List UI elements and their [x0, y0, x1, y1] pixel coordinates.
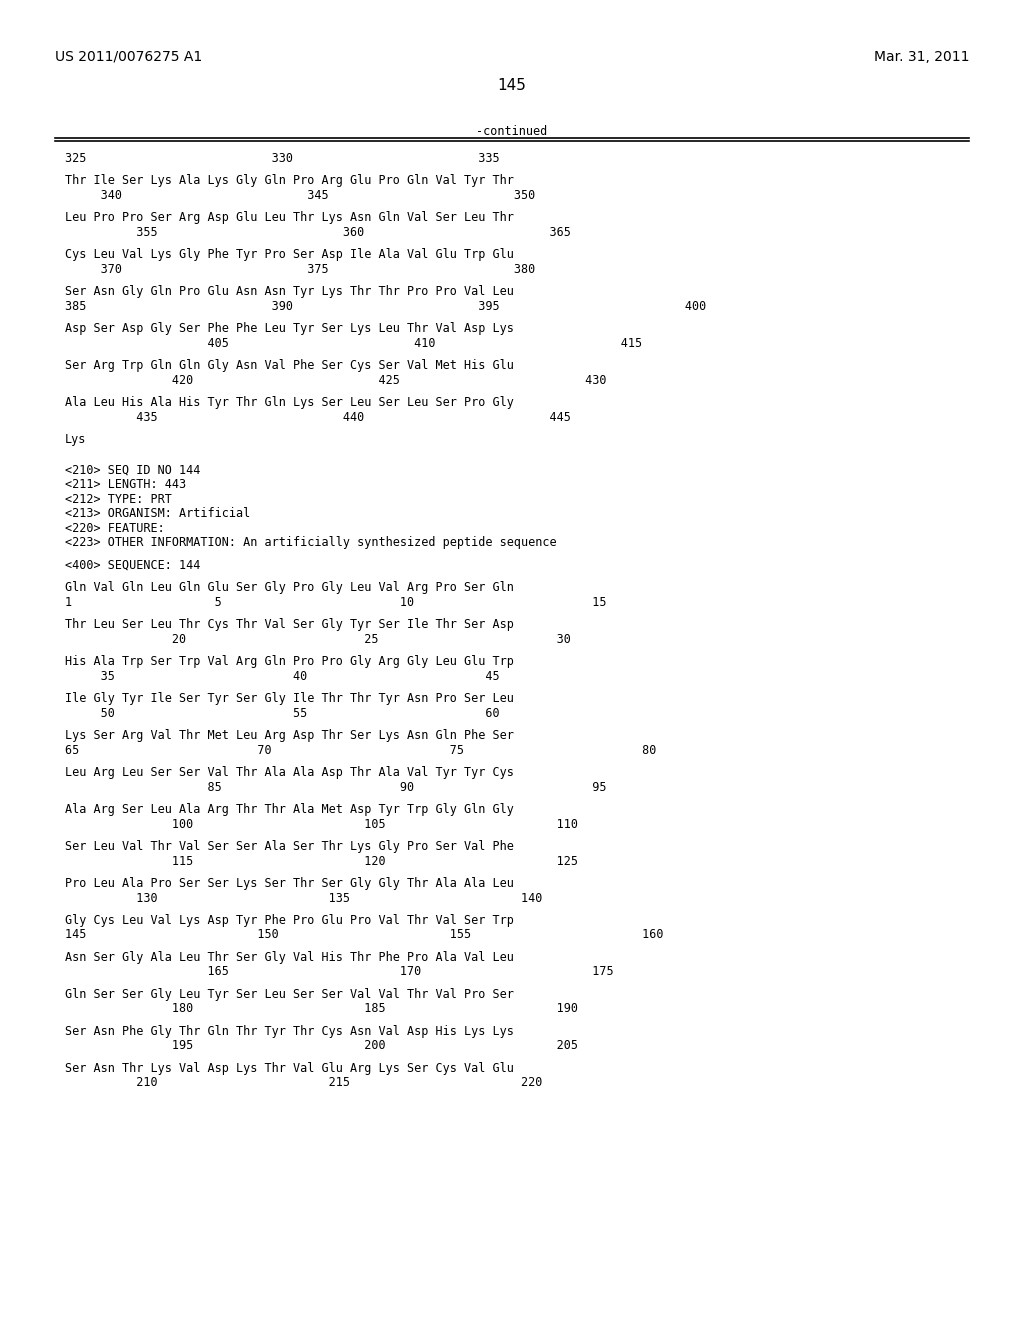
Text: 180                        185                        190: 180 185 190 — [65, 1002, 578, 1015]
Text: <211> LENGTH: 443: <211> LENGTH: 443 — [65, 478, 186, 491]
Text: Gln Val Gln Leu Gln Glu Ser Gly Pro Gly Leu Val Arg Pro Ser Gln: Gln Val Gln Leu Gln Glu Ser Gly Pro Gly … — [65, 581, 514, 594]
Text: Ser Asn Thr Lys Val Asp Lys Thr Val Glu Arg Lys Ser Cys Val Glu: Ser Asn Thr Lys Val Asp Lys Thr Val Glu … — [65, 1061, 514, 1074]
Text: Leu Pro Pro Ser Arg Asp Glu Leu Thr Lys Asn Gln Val Ser Leu Thr: Leu Pro Pro Ser Arg Asp Glu Leu Thr Lys … — [65, 211, 514, 224]
Text: Asn Ser Gly Ala Leu Thr Ser Gly Val His Thr Phe Pro Ala Val Leu: Asn Ser Gly Ala Leu Thr Ser Gly Val His … — [65, 950, 514, 964]
Text: 145: 145 — [498, 78, 526, 92]
Text: Gly Cys Leu Val Lys Asp Tyr Phe Pro Glu Pro Val Thr Val Ser Trp: Gly Cys Leu Val Lys Asp Tyr Phe Pro Glu … — [65, 913, 514, 927]
Text: Pro Leu Ala Pro Ser Ser Lys Ser Thr Ser Gly Gly Thr Ala Ala Leu: Pro Leu Ala Pro Ser Ser Lys Ser Thr Ser … — [65, 876, 514, 890]
Text: Ala Leu His Ala His Tyr Thr Gln Lys Ser Leu Ser Leu Ser Pro Gly: Ala Leu His Ala His Tyr Thr Gln Lys Ser … — [65, 396, 514, 409]
Text: 385                          390                          395                   : 385 390 395 — [65, 300, 707, 313]
Text: -continued: -continued — [476, 125, 548, 139]
Text: <213> ORGANISM: Artificial: <213> ORGANISM: Artificial — [65, 507, 250, 520]
Text: 405                          410                          415: 405 410 415 — [65, 337, 642, 350]
Text: Asp Ser Asp Gly Ser Phe Phe Leu Tyr Ser Lys Leu Thr Val Asp Lys: Asp Ser Asp Gly Ser Phe Phe Leu Tyr Ser … — [65, 322, 514, 335]
Text: 85                         90                         95: 85 90 95 — [65, 780, 606, 793]
Text: Leu Arg Leu Ser Ser Val Thr Ala Ala Asp Thr Ala Val Tyr Tyr Cys: Leu Arg Leu Ser Ser Val Thr Ala Ala Asp … — [65, 766, 514, 779]
Text: 195                        200                        205: 195 200 205 — [65, 1039, 578, 1052]
Text: <212> TYPE: PRT: <212> TYPE: PRT — [65, 492, 172, 506]
Text: 100                        105                        110: 100 105 110 — [65, 817, 578, 830]
Text: His Ala Trp Ser Trp Val Arg Gln Pro Pro Gly Arg Gly Leu Glu Trp: His Ala Trp Ser Trp Val Arg Gln Pro Pro … — [65, 655, 514, 668]
Text: 165                        170                        175: 165 170 175 — [65, 965, 613, 978]
Text: 65                         70                         75                        : 65 70 75 — [65, 743, 656, 756]
Text: <210> SEQ ID NO 144: <210> SEQ ID NO 144 — [65, 463, 201, 477]
Text: Ile Gly Tyr Ile Ser Tyr Ser Gly Ile Thr Thr Tyr Asn Pro Ser Leu: Ile Gly Tyr Ile Ser Tyr Ser Gly Ile Thr … — [65, 692, 514, 705]
Text: <223> OTHER INFORMATION: An artificially synthesized peptide sequence: <223> OTHER INFORMATION: An artificially… — [65, 536, 557, 549]
Text: Cys Leu Val Lys Gly Phe Tyr Pro Ser Asp Ile Ala Val Glu Trp Glu: Cys Leu Val Lys Gly Phe Tyr Pro Ser Asp … — [65, 248, 514, 261]
Text: 145                        150                        155                       : 145 150 155 — [65, 928, 664, 941]
Text: 115                        120                        125: 115 120 125 — [65, 854, 578, 867]
Text: 130                        135                        140: 130 135 140 — [65, 891, 543, 904]
Text: Ser Leu Val Thr Val Ser Ser Ala Ser Thr Lys Gly Pro Ser Val Phe: Ser Leu Val Thr Val Ser Ser Ala Ser Thr … — [65, 840, 514, 853]
Text: Ser Arg Trp Gln Gln Gly Asn Val Phe Ser Cys Ser Val Met His Glu: Ser Arg Trp Gln Gln Gly Asn Val Phe Ser … — [65, 359, 514, 372]
Text: Lys: Lys — [65, 433, 86, 446]
Text: 210                        215                        220: 210 215 220 — [65, 1076, 543, 1089]
Text: Lys Ser Arg Val Thr Met Leu Arg Asp Thr Ser Lys Asn Gln Phe Ser: Lys Ser Arg Val Thr Met Leu Arg Asp Thr … — [65, 729, 514, 742]
Text: 20                         25                         30: 20 25 30 — [65, 632, 570, 645]
Text: 325                          330                          335: 325 330 335 — [65, 152, 500, 165]
Text: 35                         40                         45: 35 40 45 — [65, 669, 500, 682]
Text: 1                    5                         10                         15: 1 5 10 15 — [65, 595, 606, 609]
Text: Ala Arg Ser Leu Ala Arg Thr Thr Ala Met Asp Tyr Trp Gly Gln Gly: Ala Arg Ser Leu Ala Arg Thr Thr Ala Met … — [65, 803, 514, 816]
Text: Thr Ile Ser Lys Ala Lys Gly Gln Pro Arg Glu Pro Gln Val Tyr Thr: Thr Ile Ser Lys Ala Lys Gly Gln Pro Arg … — [65, 174, 514, 187]
Text: <220> FEATURE:: <220> FEATURE: — [65, 521, 165, 535]
Text: 355                          360                          365: 355 360 365 — [65, 226, 570, 239]
Text: 340                          345                          350: 340 345 350 — [65, 189, 536, 202]
Text: Thr Leu Ser Leu Thr Cys Thr Val Ser Gly Tyr Ser Ile Thr Ser Asp: Thr Leu Ser Leu Thr Cys Thr Val Ser Gly … — [65, 618, 514, 631]
Text: 370                          375                          380: 370 375 380 — [65, 263, 536, 276]
Text: Gln Ser Ser Gly Leu Tyr Ser Leu Ser Ser Val Val Thr Val Pro Ser: Gln Ser Ser Gly Leu Tyr Ser Leu Ser Ser … — [65, 987, 514, 1001]
Text: 50                         55                         60: 50 55 60 — [65, 706, 500, 719]
Text: <400> SEQUENCE: 144: <400> SEQUENCE: 144 — [65, 558, 201, 572]
Text: 435                          440                          445: 435 440 445 — [65, 411, 570, 424]
Text: Mar. 31, 2011: Mar. 31, 2011 — [874, 50, 970, 63]
Text: US 2011/0076275 A1: US 2011/0076275 A1 — [55, 50, 203, 63]
Text: 420                          425                          430: 420 425 430 — [65, 374, 606, 387]
Text: Ser Asn Gly Gln Pro Glu Asn Asn Tyr Lys Thr Thr Pro Pro Val Leu: Ser Asn Gly Gln Pro Glu Asn Asn Tyr Lys … — [65, 285, 514, 298]
Text: Ser Asn Phe Gly Thr Gln Thr Tyr Thr Cys Asn Val Asp His Lys Lys: Ser Asn Phe Gly Thr Gln Thr Tyr Thr Cys … — [65, 1024, 514, 1038]
